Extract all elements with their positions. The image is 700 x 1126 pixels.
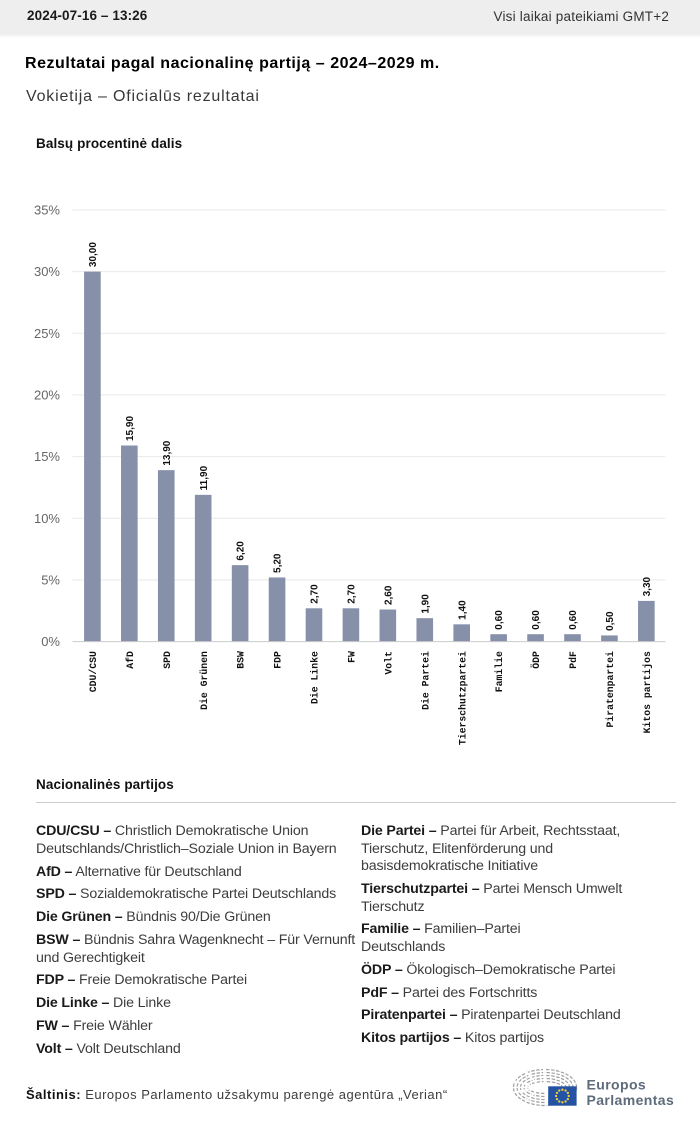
svg-text:20%: 20% — [34, 387, 60, 402]
svg-text:3,30: 3,30 — [642, 576, 653, 596]
svg-text:15%: 15% — [34, 449, 60, 464]
svg-text:30,00: 30,00 — [88, 242, 99, 267]
svg-text:2,70: 2,70 — [310, 584, 321, 604]
svg-text:SPD: SPD — [162, 651, 173, 669]
svg-text:0,60: 0,60 — [568, 610, 579, 630]
svg-text:CDU/CSU: CDU/CSU — [88, 651, 99, 692]
svg-text:Volt: Volt — [383, 651, 394, 675]
svg-text:Europos: Europos — [587, 1077, 647, 1093]
svg-text:30%: 30% — [34, 264, 60, 279]
svg-text:FW: FW — [347, 651, 358, 663]
svg-text:10%: 10% — [34, 511, 60, 526]
svg-text:Piratenpartei: Piratenpartei — [605, 651, 616, 728]
svg-text:0%: 0% — [41, 634, 60, 649]
svg-text:2,60: 2,60 — [383, 585, 394, 605]
svg-text:13,90: 13,90 — [162, 440, 173, 465]
svg-text:BSW: BSW — [236, 651, 247, 669]
svg-text:Parlamentas: Parlamentas — [587, 1092, 675, 1108]
svg-text:Familie: Familie — [494, 651, 505, 692]
svg-text:6,20: 6,20 — [236, 541, 247, 561]
svg-text:Die Partei: Die Partei — [420, 651, 431, 710]
svg-text:25%: 25% — [34, 326, 60, 341]
svg-text:0,60: 0,60 — [531, 610, 542, 630]
svg-text:0,60: 0,60 — [494, 610, 505, 630]
svg-text:ÖDP: ÖDP — [531, 651, 542, 669]
svg-text:5,20: 5,20 — [273, 553, 284, 573]
svg-text:AfD: AfD — [125, 651, 136, 669]
svg-text:35%: 35% — [34, 202, 60, 217]
svg-text:FDP: FDP — [273, 651, 284, 669]
svg-text:0,50: 0,50 — [605, 611, 616, 631]
svg-text:1,40: 1,40 — [457, 600, 468, 620]
svg-text:1,90: 1,90 — [420, 594, 431, 614]
svg-text:Die Linke: Die Linke — [310, 651, 321, 704]
svg-text:5%: 5% — [41, 572, 60, 587]
svg-text:Die Grünen: Die Grünen — [199, 651, 210, 710]
svg-text:15,90: 15,90 — [125, 416, 136, 441]
svg-text:Kitos partijos: Kitos partijos — [642, 651, 653, 733]
svg-text:11,90: 11,90 — [199, 465, 210, 490]
svg-text:2,70: 2,70 — [347, 584, 358, 604]
svg-text:Tierschutzpartei: Tierschutzpartei — [457, 651, 468, 745]
svg-text:PdF: PdF — [568, 651, 579, 669]
